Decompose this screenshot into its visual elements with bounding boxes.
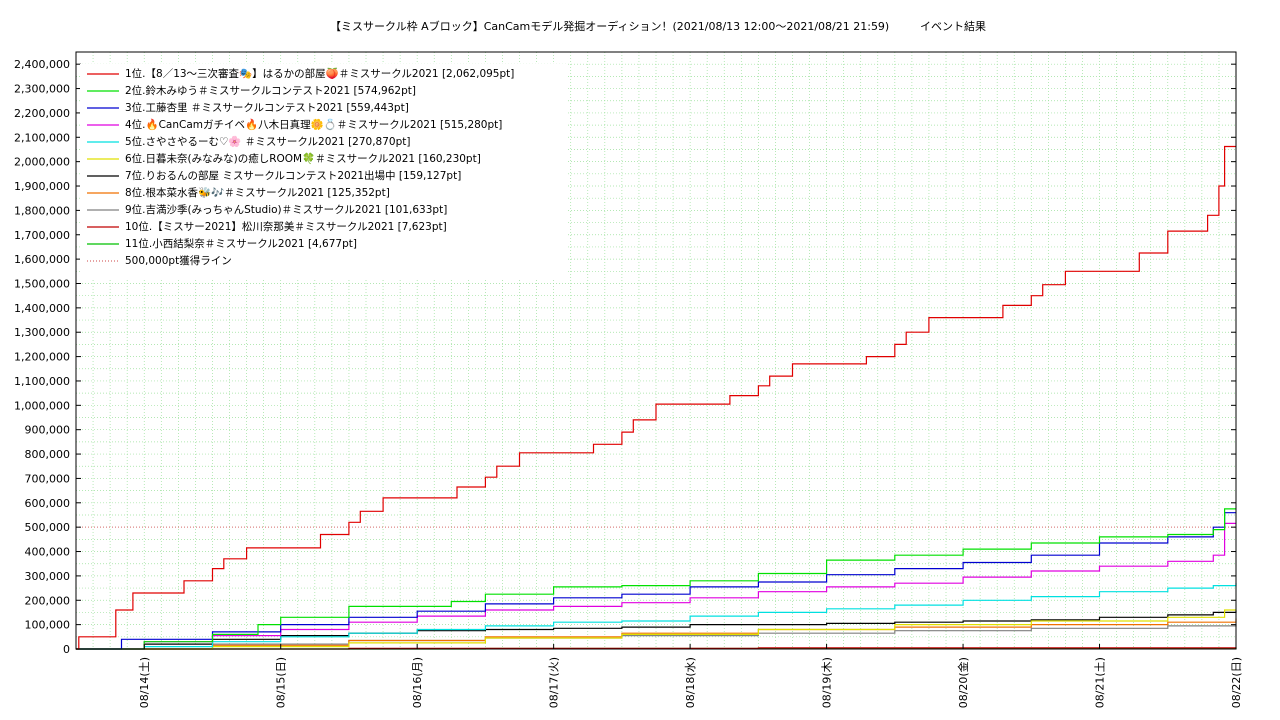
series-line: [76, 512, 1236, 650]
chart-title-group: 【ミスサークル枠 Aブロック】CanCamモデル発掘オーディション！(2021/…: [330, 19, 986, 33]
legend-label: 3位.工藤杏里 ＃ミスサークルコンテスト2021 [559,443pt]: [125, 101, 409, 114]
series-line: [76, 522, 1236, 650]
y-tick-label: 1,400,000: [14, 302, 70, 315]
legend-label: 1位.【8／13〜三次審査🎭】はるかの部屋🍑＃ミスサークル2021 [2,062…: [125, 67, 514, 80]
legend-background: [80, 64, 568, 280]
y-tick-label: 2,300,000: [14, 83, 70, 96]
y-tick-label: 2,000,000: [14, 156, 70, 169]
series-line: [76, 609, 1236, 650]
x-tick-label: 08/17(火): [548, 657, 561, 708]
y-tick-label: 1,900,000: [14, 180, 70, 193]
legend-label: 2位.鈴木みゆう＃ミスサークルコンテスト2021 [574,962pt]: [125, 84, 416, 97]
x-tick-label: 08/16(月): [411, 657, 424, 708]
y-tick-label: 900,000: [25, 424, 71, 437]
legend-label: 500,000pt獲得ライン: [125, 254, 232, 267]
y-tick-label: 400,000: [25, 546, 71, 559]
x-tick-label: 08/15(日): [275, 657, 288, 708]
y-tick-label: 2,100,000: [14, 131, 70, 144]
y-tick-label: 100,000: [25, 619, 71, 632]
plot-frame: [75, 51, 1237, 650]
y-tick-label: 0: [63, 643, 70, 656]
x-tick-label: 08/14(土): [138, 657, 151, 708]
legend-label: 4位.🔥CanCamガチイベ🔥八木日真理🌼💍＃ミスサークル2021 [515,2…: [125, 118, 502, 131]
y-tick-label: 800,000: [25, 448, 71, 461]
x-tick-label: 08/18(水): [684, 657, 697, 708]
legend-label: 6位.日暮未奈(みなみな)の癒しROOM🍀＃ミスサークル2021 [160,23…: [125, 152, 481, 165]
legend-label: 9位.吉満沙季(みっちゃんStudio)＃ミスサークル2021 [101,633…: [125, 203, 447, 216]
y-tick-label: 500,000: [25, 521, 71, 534]
y-tick-label: 1,100,000: [14, 375, 70, 388]
series-line: [76, 508, 1236, 650]
legend-label: 7位.りおるんの部屋 ミスサークルコンテスト2021出場中 [159,127pt…: [125, 169, 461, 182]
x-tick-label: 08/21(土): [1094, 657, 1107, 708]
y-tick-label: 600,000: [25, 497, 71, 510]
y-tick-label: 1,700,000: [14, 229, 70, 242]
legend-label: 10位.【ミスサー2021】松川奈那美＃ミスサークル2021 [7,623pt]: [125, 220, 447, 233]
chart-title: 【ミスサークル枠 Aブロック】CanCamモデル発掘オーディション！(2021/…: [330, 19, 889, 33]
y-tick-label: 1,300,000: [14, 326, 70, 339]
y-tick-label: 1,000,000: [14, 399, 70, 412]
y-tick-label: 2,200,000: [14, 107, 70, 120]
x-tick-label: 08/19(木): [821, 657, 834, 708]
y-tick-label: 1,800,000: [14, 204, 70, 217]
legend-label: 8位.根本菜水香🐝🎶＃ミスサークル2021 [125,352pt]: [125, 186, 390, 199]
x-tick-label: 08/20(金): [956, 657, 970, 708]
y-tick-label: 200,000: [25, 594, 71, 607]
legend-label: 11位.小西結梨奈＃ミスサークル2021 [4,677pt]: [125, 237, 357, 250]
y-tick-label: 2,400,000: [14, 58, 70, 71]
series-line: [76, 583, 1237, 650]
y-tick-label: 1,200,000: [14, 351, 70, 364]
legend-label: 5位.さやさやるーむ♡🌸 ＃ミスサークル2021 [270,870pt]: [125, 135, 410, 148]
y-tick-label: 700,000: [25, 472, 71, 485]
legend: 1位.【8／13〜三次審査🎭】はるかの部屋🍑＃ミスサークル2021 [2,062…: [80, 64, 568, 280]
y-tick-label: 1,600,000: [14, 253, 70, 266]
x-tick-label: 08/22(日): [1230, 657, 1243, 708]
y-tick-label: 1,500,000: [14, 277, 70, 290]
chart-title-suffix: イベント結果: [920, 19, 986, 33]
series-line: [76, 145, 1236, 650]
y-tick-label: 300,000: [25, 570, 71, 583]
